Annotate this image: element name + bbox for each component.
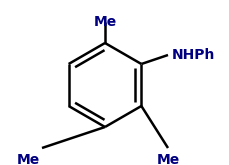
Text: Me: Me	[93, 15, 117, 29]
Text: Me: Me	[16, 153, 40, 165]
Text: NHPh: NHPh	[172, 48, 215, 62]
Text: Me: Me	[156, 153, 180, 165]
